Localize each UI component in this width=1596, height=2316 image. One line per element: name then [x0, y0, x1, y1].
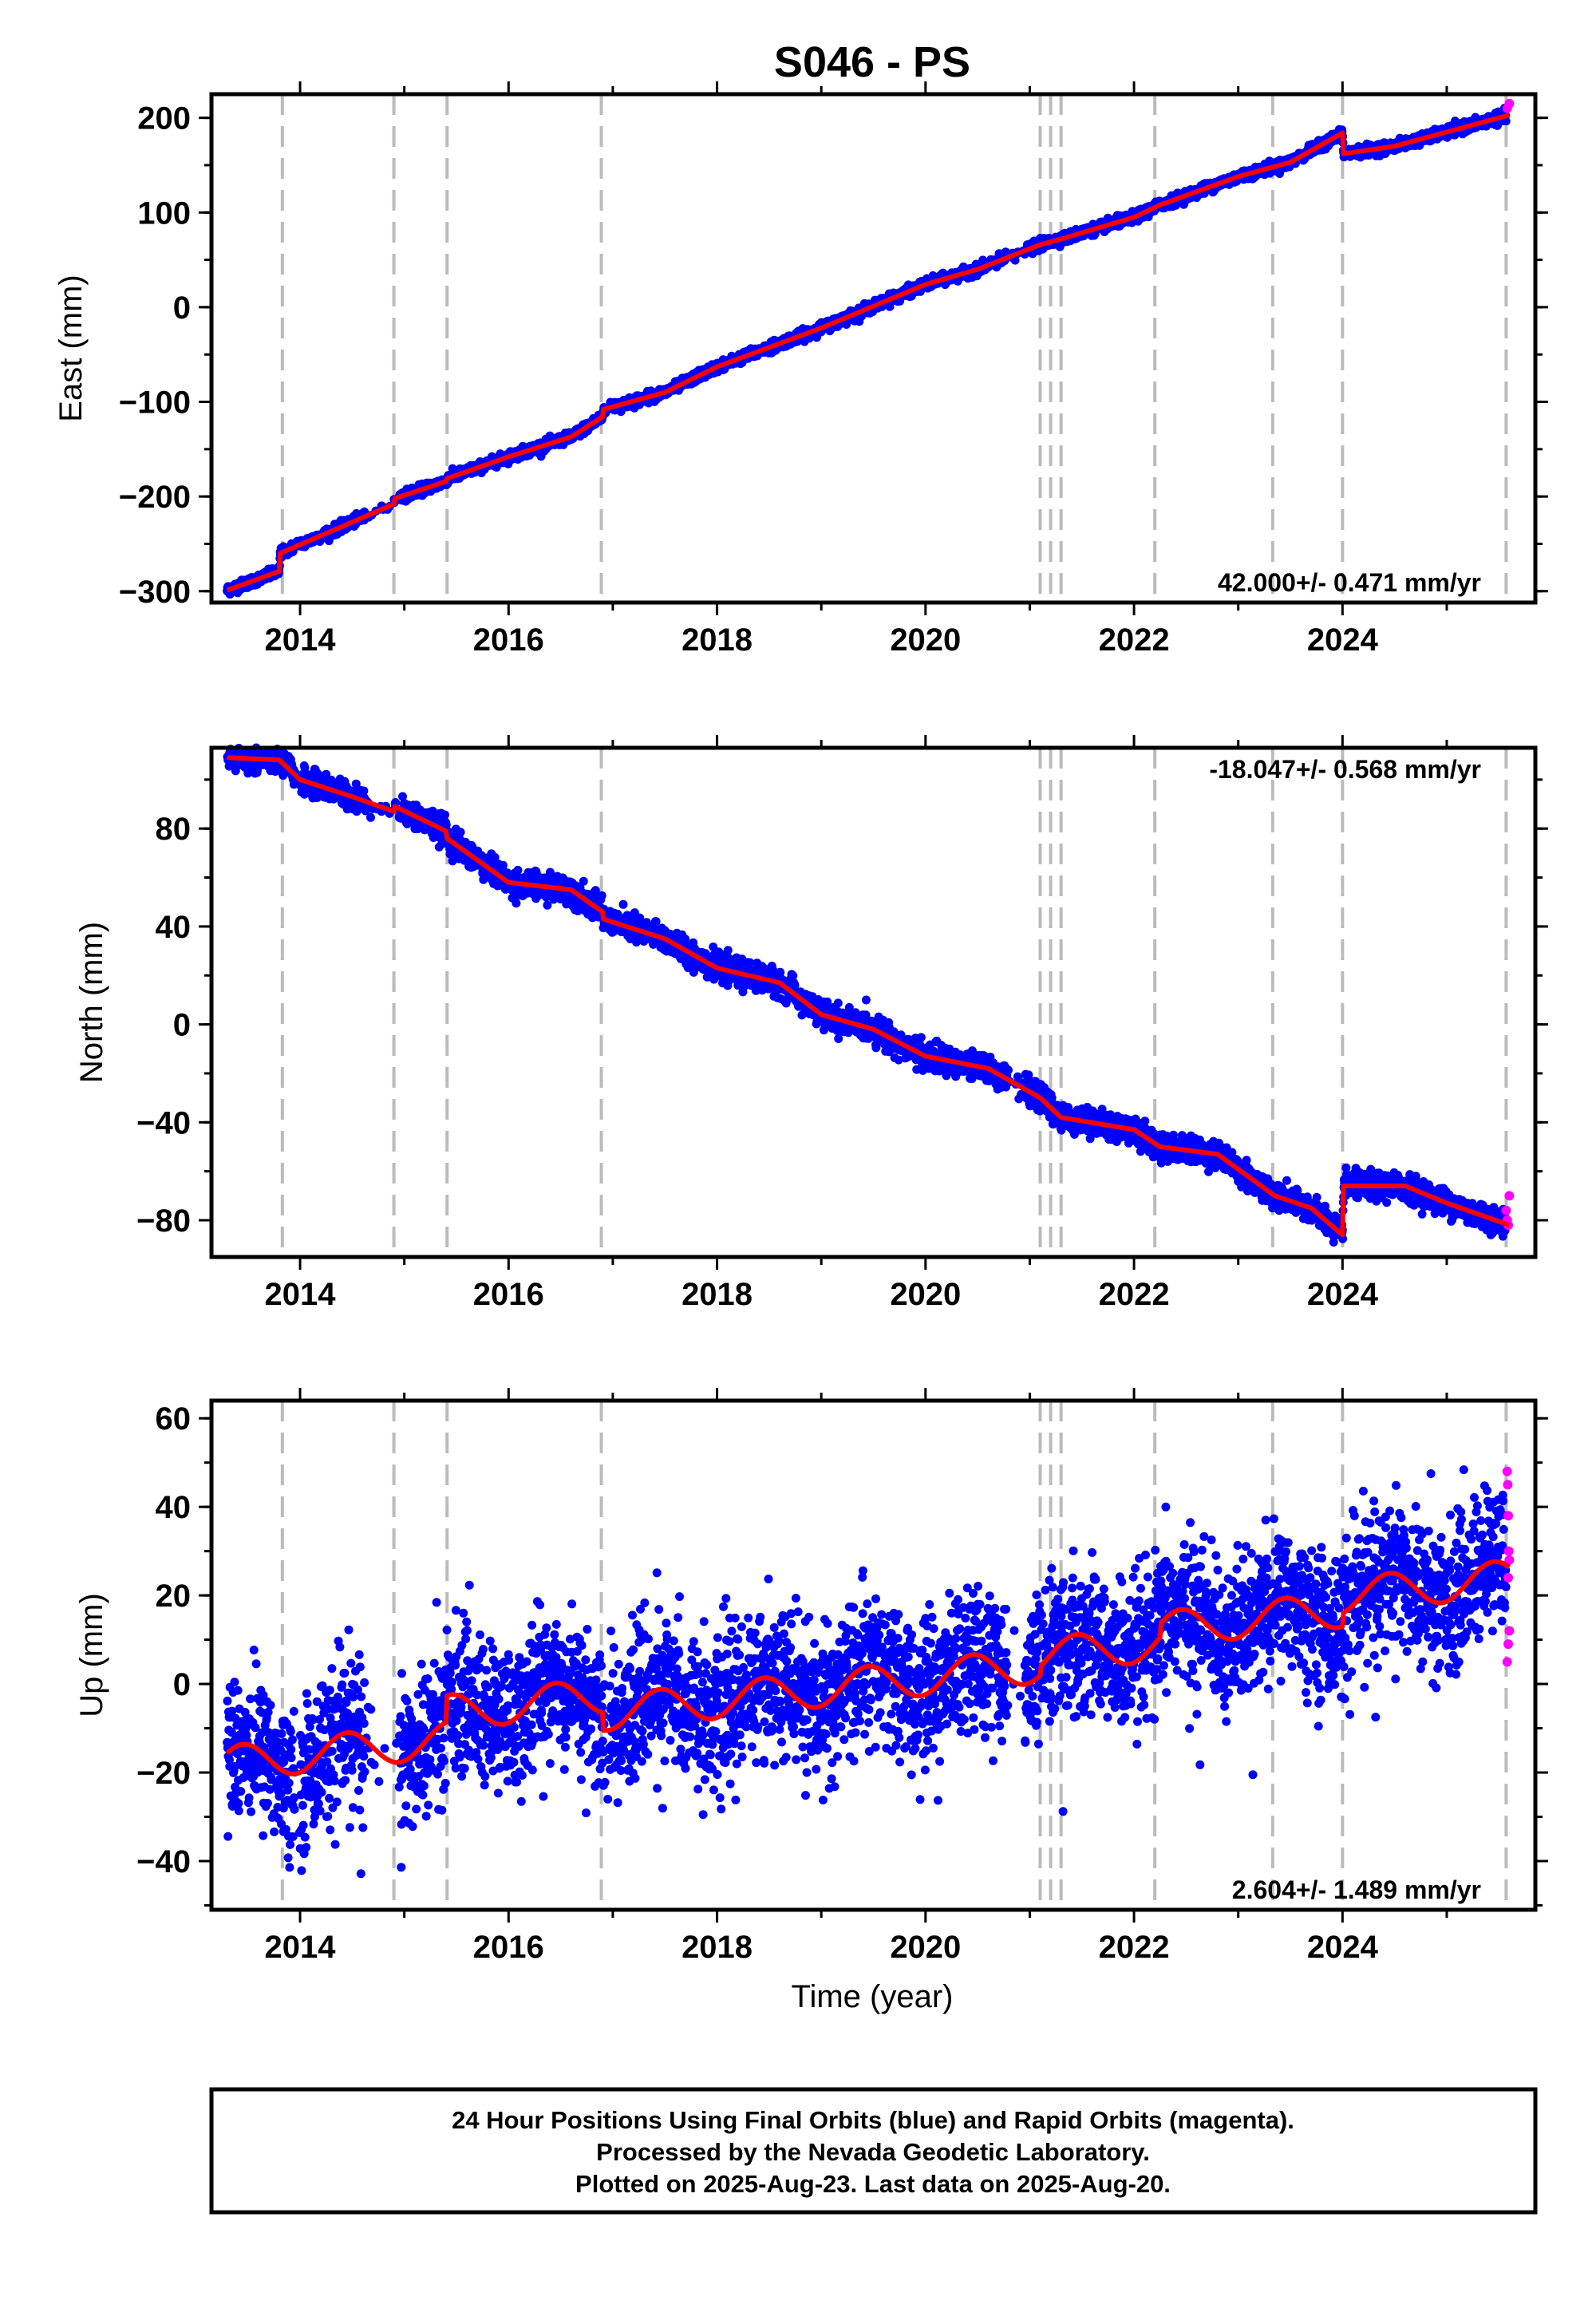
east-rate-label: 42.000+/- 0.471 mm/yr — [1218, 568, 1481, 597]
east-x-tick-label: 2016 — [473, 622, 544, 658]
chart-title: S046 - PS — [774, 38, 970, 86]
east-final-points — [223, 104, 1511, 599]
east-x-tick-label: 2018 — [681, 622, 753, 658]
east-rapid-point — [1504, 98, 1515, 109]
east-y-tick-label: −100 — [119, 385, 191, 421]
east-panel: 2014 2016 2018 2020 2022 2024 −300 −200 −100 0 100… — [53, 81, 1548, 658]
east-x-tick-label: 2024 — [1307, 622, 1379, 658]
east-model-line — [226, 113, 1511, 593]
east-y-tick-label: 100 — [137, 196, 191, 231]
east-y-tick-label: 0 — [173, 290, 191, 326]
east-x-tick-label: 2020 — [890, 622, 961, 658]
east-y-tick-label: −300 — [119, 575, 191, 610]
east-x-tick-label: 2022 — [1099, 622, 1170, 658]
east-y-tick-label: −200 — [119, 480, 191, 515]
east-y-tick-label: 200 — [137, 101, 191, 136]
north-panel: 2014 2016 2018 2020 2022 2024−80−4004080North… — [74, 735, 1548, 1312]
east-y-axis-label: East (mm) — [53, 275, 89, 421]
north-final-point — [366, 812, 375, 822]
east-plot-frame — [209, 92, 1538, 605]
east-x-tick-label: 2014 — [265, 622, 337, 658]
